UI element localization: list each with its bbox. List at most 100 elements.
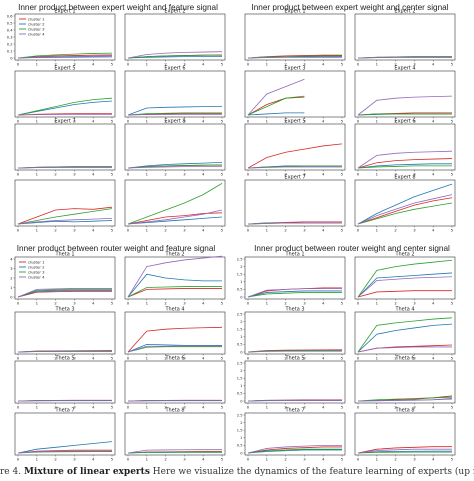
- x-tick-label: 5: [221, 228, 224, 233]
- x-tick-label: 1: [146, 172, 149, 177]
- series-line-cluster-1: [127, 326, 223, 353]
- x-tick-label: 5: [111, 172, 114, 177]
- panel-8: Theta 8 0 1 2 3 4 5: [354, 408, 456, 462]
- x-tick-label: 0: [357, 119, 360, 124]
- x-tick-label: 2: [394, 172, 397, 177]
- series-line-cluster-2: [17, 289, 112, 298]
- legend-label: cluster 3: [28, 26, 45, 31]
- x-tick-label: 3: [413, 119, 416, 124]
- x-tick-label: 1: [146, 119, 149, 124]
- y-tick-label: 0.1: [7, 49, 13, 53]
- panel-7: Expert 7 0 1 2 3 4 5: [244, 175, 346, 233]
- x-tick-label: 3: [303, 405, 306, 410]
- x-tick-label: 0: [127, 356, 130, 361]
- x-tick-label: 5: [341, 228, 344, 233]
- x-tick-label: 1: [36, 457, 39, 462]
- panel-3: Theta 3 0 1 2 3 4 5: [14, 307, 116, 361]
- x-tick-label: 4: [202, 405, 205, 410]
- series-line-cluster-2: [127, 106, 222, 116]
- x-tick-label: 3: [413, 301, 416, 306]
- x-tick-label: 0: [17, 356, 20, 361]
- panel-label: Expert 5: [54, 66, 75, 72]
- x-tick-label: 1: [266, 172, 269, 177]
- x-tick-label: 0: [247, 119, 250, 124]
- x-tick-label: 3: [73, 228, 76, 233]
- series-line-cluster-4: [357, 346, 452, 353]
- x-tick-label: 3: [303, 62, 306, 67]
- x-tick-label: 2: [164, 62, 167, 67]
- series-line-cluster-4: [247, 222, 342, 225]
- x-tick-label: 0: [127, 172, 130, 177]
- y-tick-label: 1: [10, 286, 12, 290]
- x-tick-label: 5: [221, 457, 224, 462]
- series-line-cluster-4: [127, 345, 222, 353]
- y-tick-label: 1: [240, 280, 242, 284]
- x-tick-label: 5: [221, 172, 224, 177]
- panel-frame: [14, 13, 116, 61]
- y-tick-label: 0: [240, 350, 243, 354]
- panel-4: Expert 4 0 1 2 3 4 5: [354, 66, 456, 124]
- y-tick-label: 2.5: [237, 257, 243, 261]
- x-tick-label: 3: [183, 405, 186, 410]
- series-line-cluster-3: [357, 451, 452, 454]
- x-tick-label: 1: [376, 172, 379, 177]
- x-tick-label: 0: [17, 457, 20, 462]
- x-tick-label: 0: [247, 405, 250, 410]
- x-tick-label: 1: [376, 119, 379, 124]
- x-tick-label: 0: [357, 228, 360, 233]
- legend-label: cluster 1: [28, 16, 45, 21]
- panel-1: Expert 1 0 1 2 3 4 5: [244, 9, 346, 67]
- y-tick-label: 1.5: [237, 429, 243, 433]
- panel-5: Expert 7 0 1 2 3 4 5: [14, 119, 116, 177]
- x-tick-label: 0: [17, 172, 20, 177]
- x-tick-label: 5: [341, 62, 344, 67]
- series-line-cluster-1: [17, 54, 113, 59]
- series-line-cluster-4: [17, 113, 112, 116]
- series-line-cluster-3: [247, 292, 342, 298]
- series-line-cluster-2: [357, 183, 453, 225]
- panel-label: Theta 5: [284, 356, 304, 362]
- x-tick-label: 2: [284, 457, 287, 462]
- x-tick-label: 1: [146, 62, 149, 67]
- x-tick-label: 3: [413, 356, 416, 361]
- panel-frame: [354, 70, 456, 118]
- panel-4: Expert 6 0 1 2 3 4 5: [124, 66, 226, 124]
- panel-frame: [14, 123, 116, 171]
- panel-4: Theta 4 0 1 2 3 4 5: [354, 307, 456, 361]
- y-tick-label: 0.5: [237, 444, 243, 448]
- y-tick-label: 2.5: [237, 361, 243, 365]
- x-tick-label: 0: [247, 228, 250, 233]
- x-tick-label: 2: [54, 228, 57, 233]
- panel-6: Expert 8 0 1 2 3 4 5: [124, 119, 226, 177]
- figure-caption: re 4. Mixture of linear experts Here we …: [0, 467, 474, 481]
- legend-label: cluster 4: [28, 274, 45, 279]
- panel-frame: [354, 13, 456, 61]
- x-tick-label: 0: [357, 457, 360, 462]
- panel-label: Theta 2: [394, 252, 414, 258]
- x-tick-label: 5: [221, 405, 224, 410]
- x-tick-label: 2: [394, 228, 397, 233]
- panel-3: Expert 3 0 1 2 3 4 5: [244, 66, 346, 124]
- x-tick-label: 3: [413, 172, 416, 177]
- series-line-cluster-4: [247, 444, 342, 454]
- panel-2: Theta 2 0 1 2 3 4 5: [124, 252, 226, 306]
- series-line-cluster-4: [17, 166, 112, 169]
- x-tick-label: 1: [376, 62, 379, 67]
- series-line-cluster-3: [127, 183, 223, 225]
- series-line-cluster-4: [357, 448, 452, 454]
- x-tick-label: 4: [202, 457, 205, 462]
- chart-1: Inner product between expert weight and …: [7, 3, 226, 233]
- series-line-cluster-3: [17, 97, 113, 116]
- x-tick-label: 3: [303, 301, 306, 306]
- x-tick-label: 2: [164, 356, 167, 361]
- y-tick-label: 2: [240, 369, 242, 373]
- x-tick-label: 1: [376, 228, 379, 233]
- x-tick-label: 0: [127, 119, 130, 124]
- x-tick-label: 5: [451, 119, 454, 124]
- x-tick-label: 4: [92, 172, 95, 177]
- x-tick-label: 0: [127, 228, 130, 233]
- panel-frame: [124, 360, 226, 404]
- x-tick-label: 1: [266, 457, 269, 462]
